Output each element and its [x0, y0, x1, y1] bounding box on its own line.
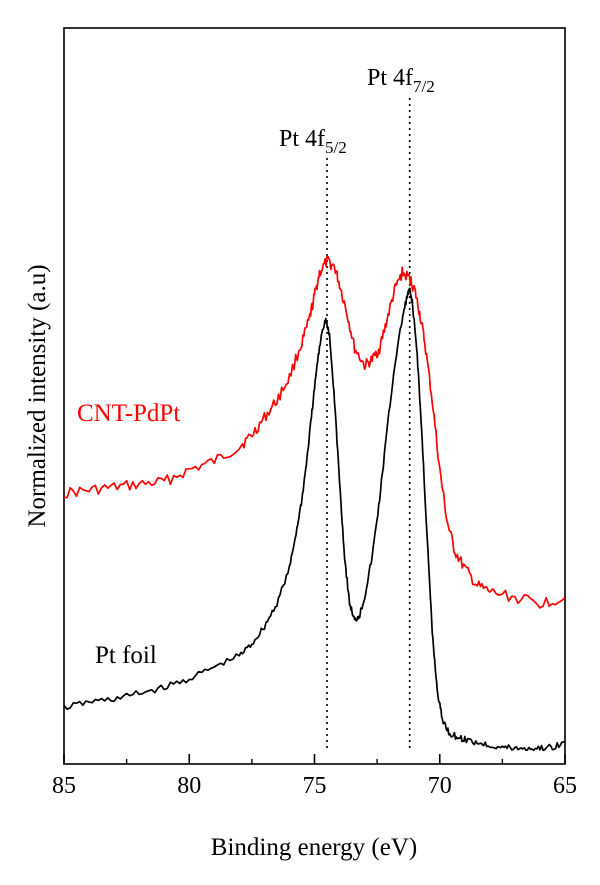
peak-reference-lines	[326, 98, 411, 752]
x-axis-ticks: 85 80 75 70 65	[52, 754, 577, 799]
peak-label-4f52-sub: 5/2	[325, 138, 347, 157]
peak-label-4f72: Pt 4f7/2	[367, 65, 435, 96]
series-line-cnt-pdpt	[64, 255, 566, 609]
x-tick-label: 80	[177, 773, 201, 799]
x-tick-label: 65	[553, 773, 577, 799]
series-layer	[63, 255, 566, 752]
peak-label-4f72-main: Pt 4f	[367, 65, 413, 91]
series-label-pt-foil: Pt foil	[95, 642, 157, 669]
y-axis-title: Normalized intensity (a.u)	[24, 264, 51, 527]
x-tick-label: 85	[52, 773, 76, 799]
peak-label-4f52: Pt 4f5/2	[279, 126, 347, 157]
peak-label-4f52-main: Pt 4f	[279, 126, 325, 152]
x-tick-label: 70	[428, 773, 452, 799]
x-tick-label: 75	[303, 773, 327, 799]
series-label-cnt-pdpt: CNT-PdPt	[77, 400, 180, 427]
peak-label-4f72-sub: 7/2	[413, 77, 435, 96]
series-line-pt-foil	[63, 287, 566, 752]
x-axis-title: Binding energy (eV)	[211, 834, 417, 861]
